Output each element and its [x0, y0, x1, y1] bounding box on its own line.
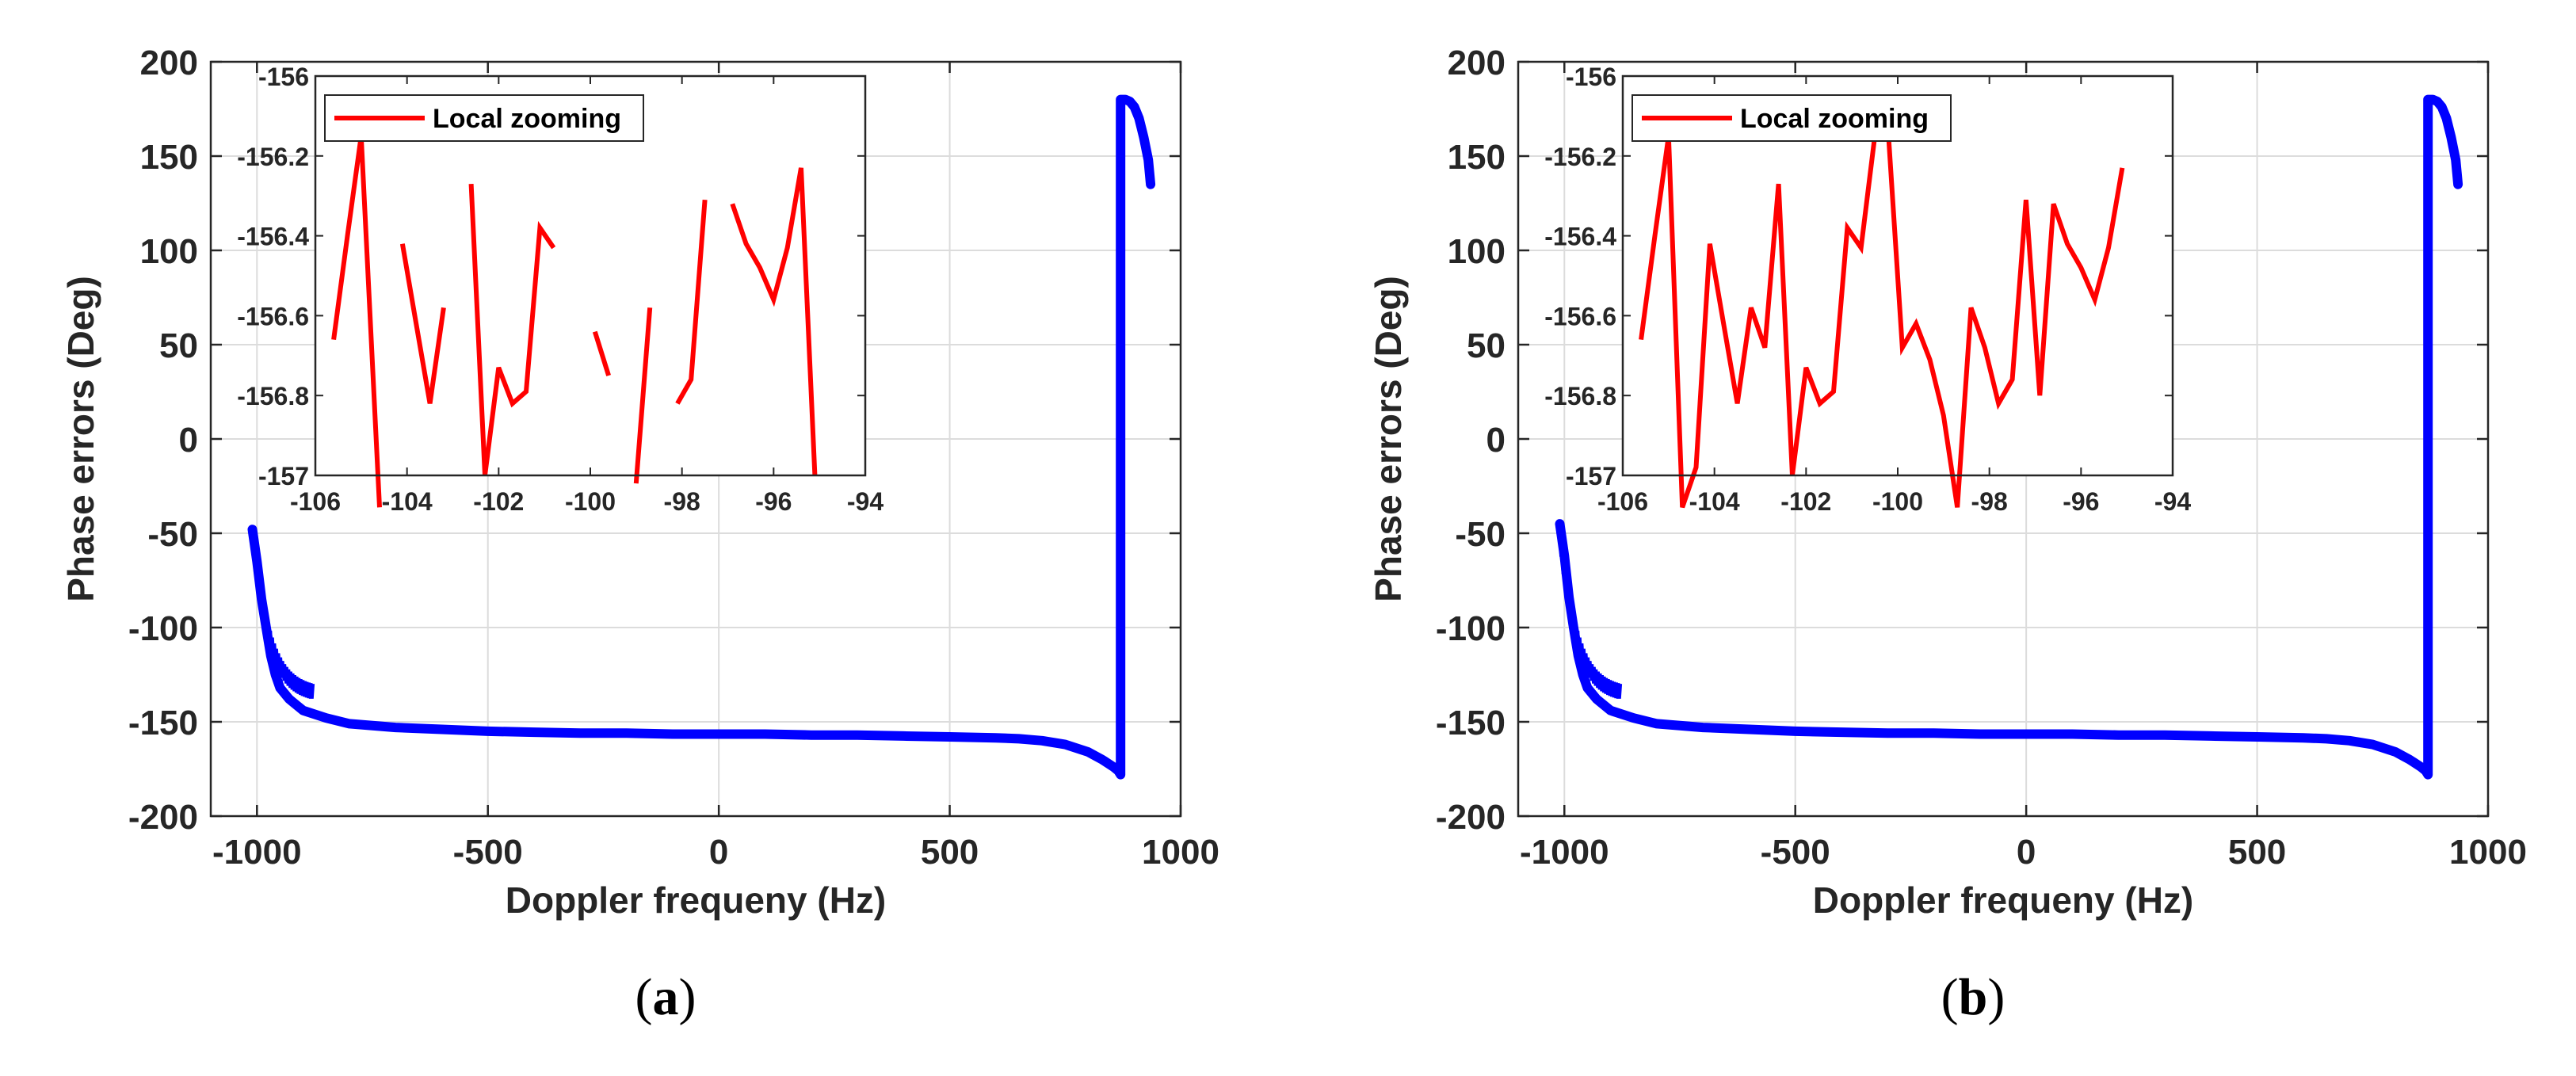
- inset-y-tick-label: -156.2: [237, 143, 309, 171]
- inset-x-tick-label: -104: [382, 487, 433, 516]
- x-tick-label: -500: [453, 833, 523, 872]
- inset-series-segment: [675, 199, 708, 405]
- caption-letter: b: [1959, 968, 1988, 1026]
- x-tick-label: -500: [1761, 833, 1830, 872]
- y-tick-label: 50: [1467, 326, 1506, 365]
- x-tick-label: 500: [921, 833, 979, 872]
- inset-x-tick-label: -100: [565, 487, 616, 516]
- inset-y-tick-label: -156: [258, 63, 309, 91]
- panel-caption: (a): [635, 968, 696, 1026]
- main-series-noise: [1557, 531, 1623, 699]
- x-tick-label: 1000: [1142, 833, 1219, 872]
- inset-y-tick-label: -156.6: [237, 302, 309, 330]
- panel-caption: (b): [1941, 968, 2005, 1026]
- caption-close-paren: ): [1987, 968, 2005, 1026]
- inset-legend-label: Local zooming: [1740, 104, 1929, 134]
- inset-x-tick-label: -98: [1971, 487, 2008, 516]
- inset-x-tick-label: -94: [2154, 487, 2191, 516]
- chart-panel-b: -1000 -500 0 500 1000-200-150-100-5005010015…: [1368, 44, 2527, 1026]
- y-tick-label: 100: [140, 232, 198, 271]
- main-series-wrap-band: [1116, 99, 1124, 775]
- inset-y-tick-label: -156.2: [1544, 143, 1616, 171]
- inset-series-segment: [399, 243, 446, 404]
- x-tick-label: -1000: [212, 833, 302, 872]
- y-tick-label: -100: [128, 609, 198, 648]
- inset-legend-label: Local zooming: [433, 104, 621, 134]
- inset-series-segment: [331, 135, 382, 508]
- inset-x-tick-label: -106: [1597, 487, 1648, 516]
- caption-letter: a: [653, 968, 679, 1026]
- inset-x-tick-label: -102: [473, 487, 524, 516]
- inset-y-tick-label: -156.6: [1544, 302, 1616, 330]
- x-tick-label: -1000: [1520, 833, 1609, 872]
- inset-series-segment: [592, 330, 611, 376]
- inset-y-tick-label: -157: [258, 462, 309, 490]
- inset-x-tick-label: -100: [1872, 487, 1923, 516]
- inset-y-tick-label: -156.8: [237, 382, 309, 410]
- x-tick-label: 1000: [2449, 833, 2527, 872]
- x-tick-label: 0: [2017, 833, 2036, 872]
- inset-y-tick-label: -156.4: [1544, 223, 1616, 251]
- y-tick-label: -100: [1436, 609, 1506, 648]
- x-axis-label: Doppler frequeny (Hz): [1813, 879, 2193, 921]
- caption-open-paren: (: [1941, 968, 1959, 1026]
- inset-y-tick-label: -156.8: [1544, 382, 1616, 410]
- y-tick-label: 200: [140, 44, 198, 82]
- y-tick-label: -50: [147, 515, 198, 554]
- inset-series-segment: [730, 167, 818, 476]
- y-tick-label: -150: [128, 704, 198, 742]
- x-tick-label: 500: [2228, 833, 2286, 872]
- y-tick-label: 200: [1448, 44, 1506, 82]
- y-tick-label: -200: [1436, 798, 1506, 837]
- y-tick-label: 0: [1486, 421, 1506, 460]
- inset-x-tick-label: -104: [1689, 487, 1740, 516]
- inset-x-tick-label: -94: [847, 487, 883, 516]
- inset-y-tick-label: -156: [1566, 63, 1616, 91]
- y-tick-label: -50: [1455, 515, 1506, 554]
- y-tick-label: 100: [1448, 232, 1506, 271]
- y-tick-label: -200: [128, 798, 198, 837]
- x-axis-label: Doppler frequeny (Hz): [506, 879, 886, 921]
- inset-x-tick-label: -102: [1780, 487, 1831, 516]
- inset-x-tick-label: -106: [290, 487, 341, 516]
- inset-y-tick-label: -157: [1566, 462, 1616, 490]
- y-tick-label: 0: [179, 421, 198, 460]
- inset-y-tick-label: -156.4: [237, 223, 309, 251]
- main-series-wrap-band: [2424, 99, 2432, 775]
- y-tick-label: 150: [140, 138, 198, 177]
- y-tick-label: 50: [159, 326, 198, 365]
- inset-x-tick-label: -96: [2063, 487, 2099, 516]
- inset-zoom-plot: -106 -104 -102 -100 -98 -96 -94 -156 -156.2 -156.…: [237, 63, 883, 516]
- main-series-noise: [250, 531, 315, 699]
- inset-x-tick-label: -96: [755, 487, 792, 516]
- inset-series-segment: [633, 307, 653, 484]
- y-tick-label: 150: [1448, 138, 1506, 177]
- x-tick-label: 0: [709, 833, 728, 872]
- inset-x-tick-label: -98: [664, 487, 700, 516]
- caption-open-paren: (: [635, 968, 653, 1026]
- caption-close-paren: ): [679, 968, 696, 1026]
- y-axis-label: Phase errors (Deg): [60, 276, 101, 602]
- inset-zoom-plot: -106 -104 -102 -100 -98 -96 -94 -156 -156.2 -156.…: [1544, 63, 2191, 516]
- chart-panel-a: -1000 -500 0 500 1000-200-150-100-5005010015…: [60, 44, 1219, 1026]
- y-tick-label: -150: [1436, 704, 1506, 742]
- y-axis-label: Phase errors (Deg): [1368, 276, 1409, 602]
